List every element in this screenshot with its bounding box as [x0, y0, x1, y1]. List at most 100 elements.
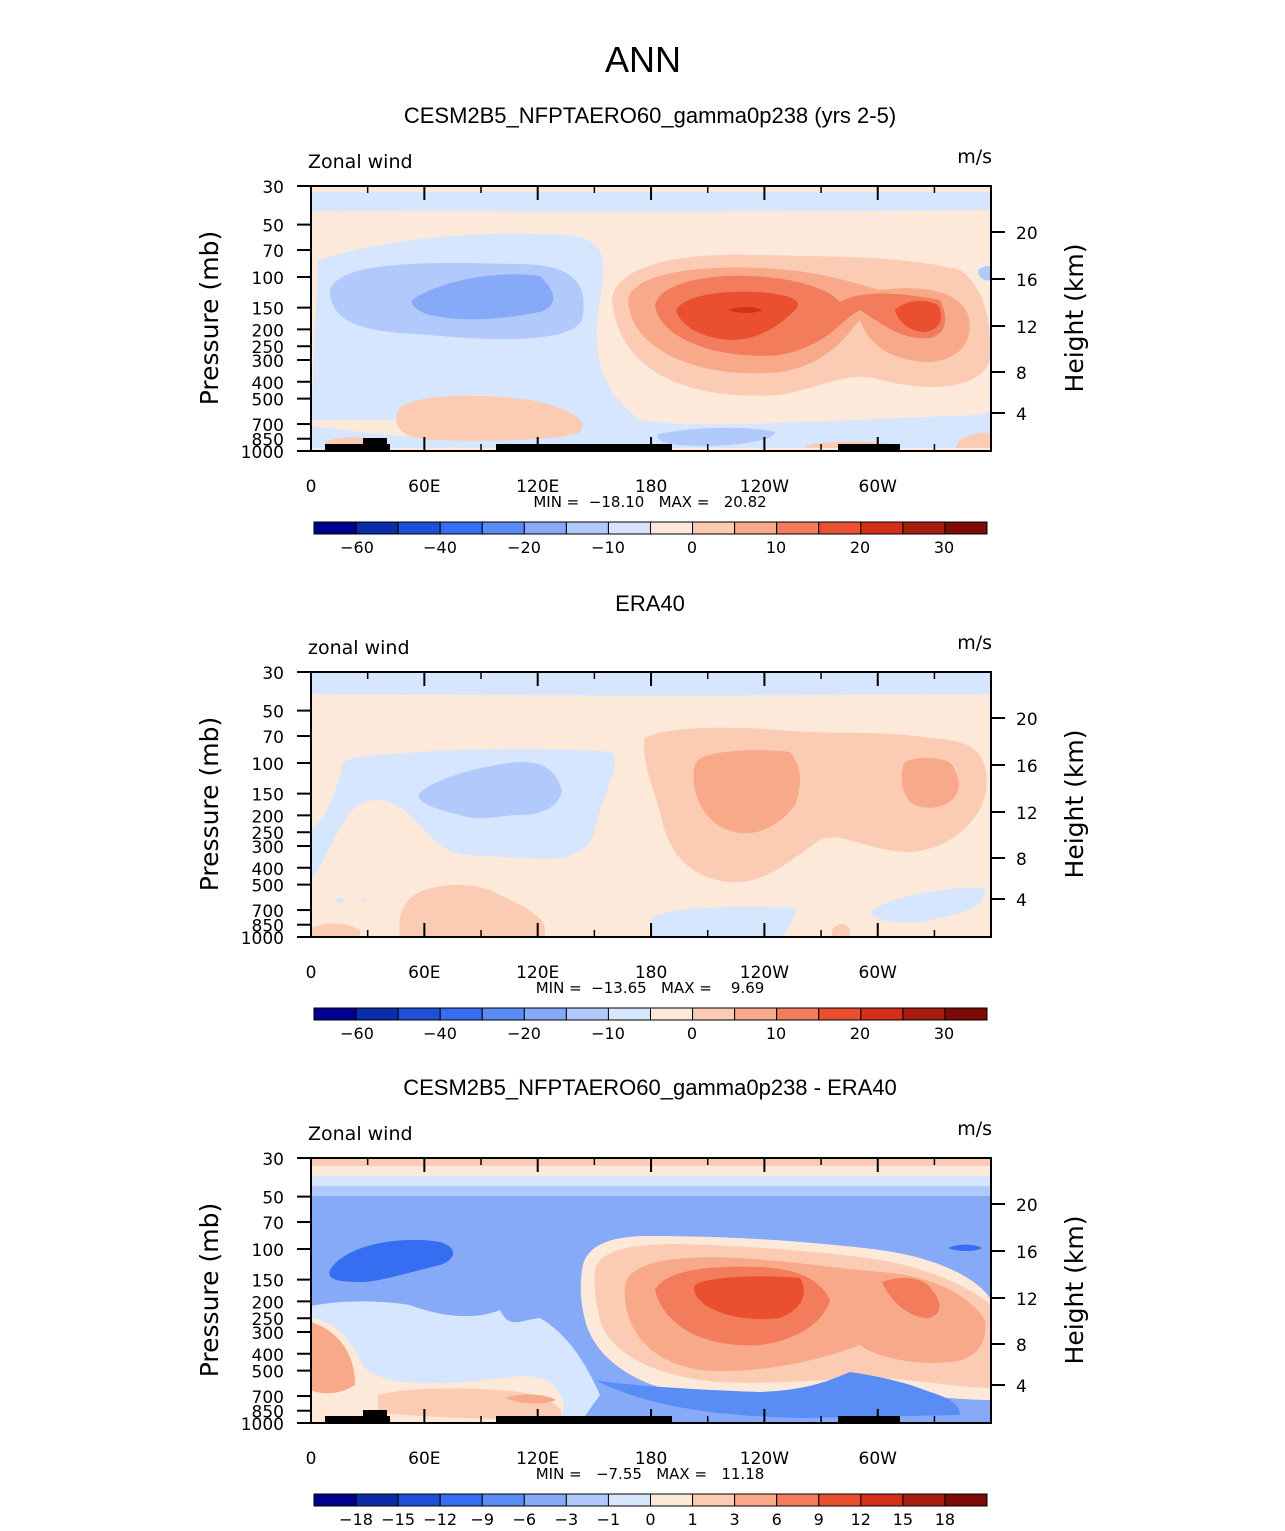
x-tick-label: 60W — [859, 477, 898, 497]
axes: 0 60E 120E 180 120W 60W3050701001502002503004… — [241, 1150, 1038, 1469]
y-tick-label: 500 — [252, 391, 284, 411]
contour-neg-specks — [330, 898, 366, 903]
y-tick-label: 70 — [262, 242, 284, 262]
contour-neg-surface — [650, 906, 798, 937]
colorbar-box — [439, 1493, 483, 1507]
land-mask — [838, 1416, 900, 1423]
contour-pos-surface4 — [955, 432, 991, 448]
y-axis-label-right: Height (km) — [1060, 730, 1089, 879]
contour-field — [311, 1158, 991, 1423]
colorbar-box — [944, 1493, 988, 1507]
y2-tick-label: 16 — [1016, 271, 1038, 291]
colorbar-label: 30 — [934, 1024, 954, 1043]
y2-tick-label: 12 — [1016, 318, 1038, 338]
colorbar-box — [902, 1007, 946, 1021]
y-tick-label: 400 — [252, 1346, 284, 1366]
land-mask — [496, 444, 672, 451]
panel-title: ERA40 — [615, 591, 685, 616]
y-axis-label-left: Pressure (mb) — [195, 1203, 224, 1377]
colorbar-label: 0 — [687, 1024, 697, 1043]
contour-field — [311, 672, 991, 937]
colorbar-label: −9 — [470, 1510, 494, 1529]
colorbar-box — [565, 1007, 609, 1021]
contour-pos-max — [728, 307, 762, 313]
colorbar-box — [607, 1493, 651, 1507]
panel-era40: ERA40 0 60E 120E 180 120W 60W3050701001502002… — [195, 591, 1089, 1043]
colorbar-label: 12 — [851, 1510, 871, 1529]
y-tick-label: 400 — [252, 374, 284, 394]
colorbar-box — [776, 1493, 820, 1507]
y-tick-label: 200 — [252, 807, 284, 827]
units-label: m/s — [957, 146, 992, 168]
y-tick-label: 30 — [262, 664, 284, 684]
colorbar-label: −20 — [507, 1024, 541, 1043]
colorbar-box — [776, 1007, 820, 1021]
contour-pos-surface — [396, 395, 583, 441]
land-mask — [838, 444, 900, 451]
y2-tick-label: 8 — [1016, 364, 1027, 384]
colorbar-box — [902, 1493, 946, 1507]
colorbar-box — [565, 1493, 609, 1507]
y-tick-label: 300 — [252, 352, 284, 372]
contour-pos-surface — [399, 885, 545, 937]
x-tick-label: 120E — [516, 963, 559, 983]
y-tick-label: 200 — [252, 1293, 284, 1313]
y-axis-label-left: Pressure (mb) — [195, 717, 224, 891]
colorbar-label: 0 — [687, 538, 697, 557]
colorbar-box — [860, 521, 904, 535]
y-tick-label: 1000 — [241, 443, 284, 463]
y-tick-label: 250 — [252, 338, 284, 358]
x-tick-label: 60E — [408, 1449, 440, 1469]
land-mask — [325, 1416, 390, 1423]
y2-tick-label: 8 — [1016, 1336, 1027, 1356]
y-tick-label: 700 — [252, 902, 284, 922]
y-axis-label-left: Pressure (mb) — [195, 231, 224, 405]
colorbar-box — [944, 521, 988, 535]
colorbar-box — [650, 1007, 694, 1021]
y2-tick-label: 12 — [1016, 1290, 1038, 1310]
colorbar-label: −15 — [381, 1510, 415, 1529]
y-tick-label: 100 — [252, 269, 284, 289]
contour-neg-surface2 — [870, 887, 985, 923]
colorbar-box — [902, 521, 946, 535]
contour-pos-max — [694, 1276, 804, 1320]
y2-tick-label: 4 — [1016, 405, 1027, 425]
colorbar-box — [313, 521, 357, 535]
y-tick-label: 100 — [252, 1241, 284, 1261]
colorbar-label: 1 — [687, 1510, 697, 1529]
y-tick-label: 700 — [252, 1388, 284, 1408]
colorbar-label: −60 — [340, 538, 374, 557]
colorbar-label: −1 — [597, 1510, 621, 1529]
units-label: m/s — [957, 1118, 992, 1140]
x-tick-label: 0 — [306, 1449, 317, 1469]
colorbar-box — [439, 521, 483, 535]
units-label: m/s — [957, 632, 992, 654]
colorbar-box — [860, 1007, 904, 1021]
y-tick-label: 1000 — [241, 929, 284, 949]
contour-neg-core — [418, 762, 562, 819]
colorbar-box — [355, 521, 399, 535]
colorbar-box — [692, 1007, 736, 1021]
y2-tick-label: 16 — [1016, 757, 1038, 777]
y2-tick-label: 20 — [1016, 1196, 1038, 1216]
colorbar-box — [565, 521, 609, 535]
y2-tick-label: 20 — [1016, 224, 1038, 244]
colorbar-box — [481, 1007, 525, 1021]
y-tick-label: 50 — [262, 217, 284, 237]
y-tick-label: 150 — [252, 786, 284, 806]
y-tick-label: 850 — [252, 431, 284, 451]
y-tick-label: 500 — [252, 1363, 284, 1383]
x-tick-label: 180 — [635, 1449, 667, 1469]
contour-pos-2 — [693, 750, 800, 834]
colorbar-label: −40 — [423, 1024, 457, 1043]
variable-label: Zonal wind — [308, 1123, 413, 1145]
contour-band — [311, 1176, 991, 1186]
contour-neg-max — [329, 1239, 454, 1282]
colorbar-box — [734, 1493, 778, 1507]
colorbar-label: −60 — [340, 1024, 374, 1043]
y-tick-label: 150 — [252, 300, 284, 320]
y-tick-label: 30 — [262, 1150, 284, 1170]
y-tick-label: 150 — [252, 1272, 284, 1292]
min-max-text: MIN = −18.10 MAX = 20.82 — [533, 493, 766, 511]
